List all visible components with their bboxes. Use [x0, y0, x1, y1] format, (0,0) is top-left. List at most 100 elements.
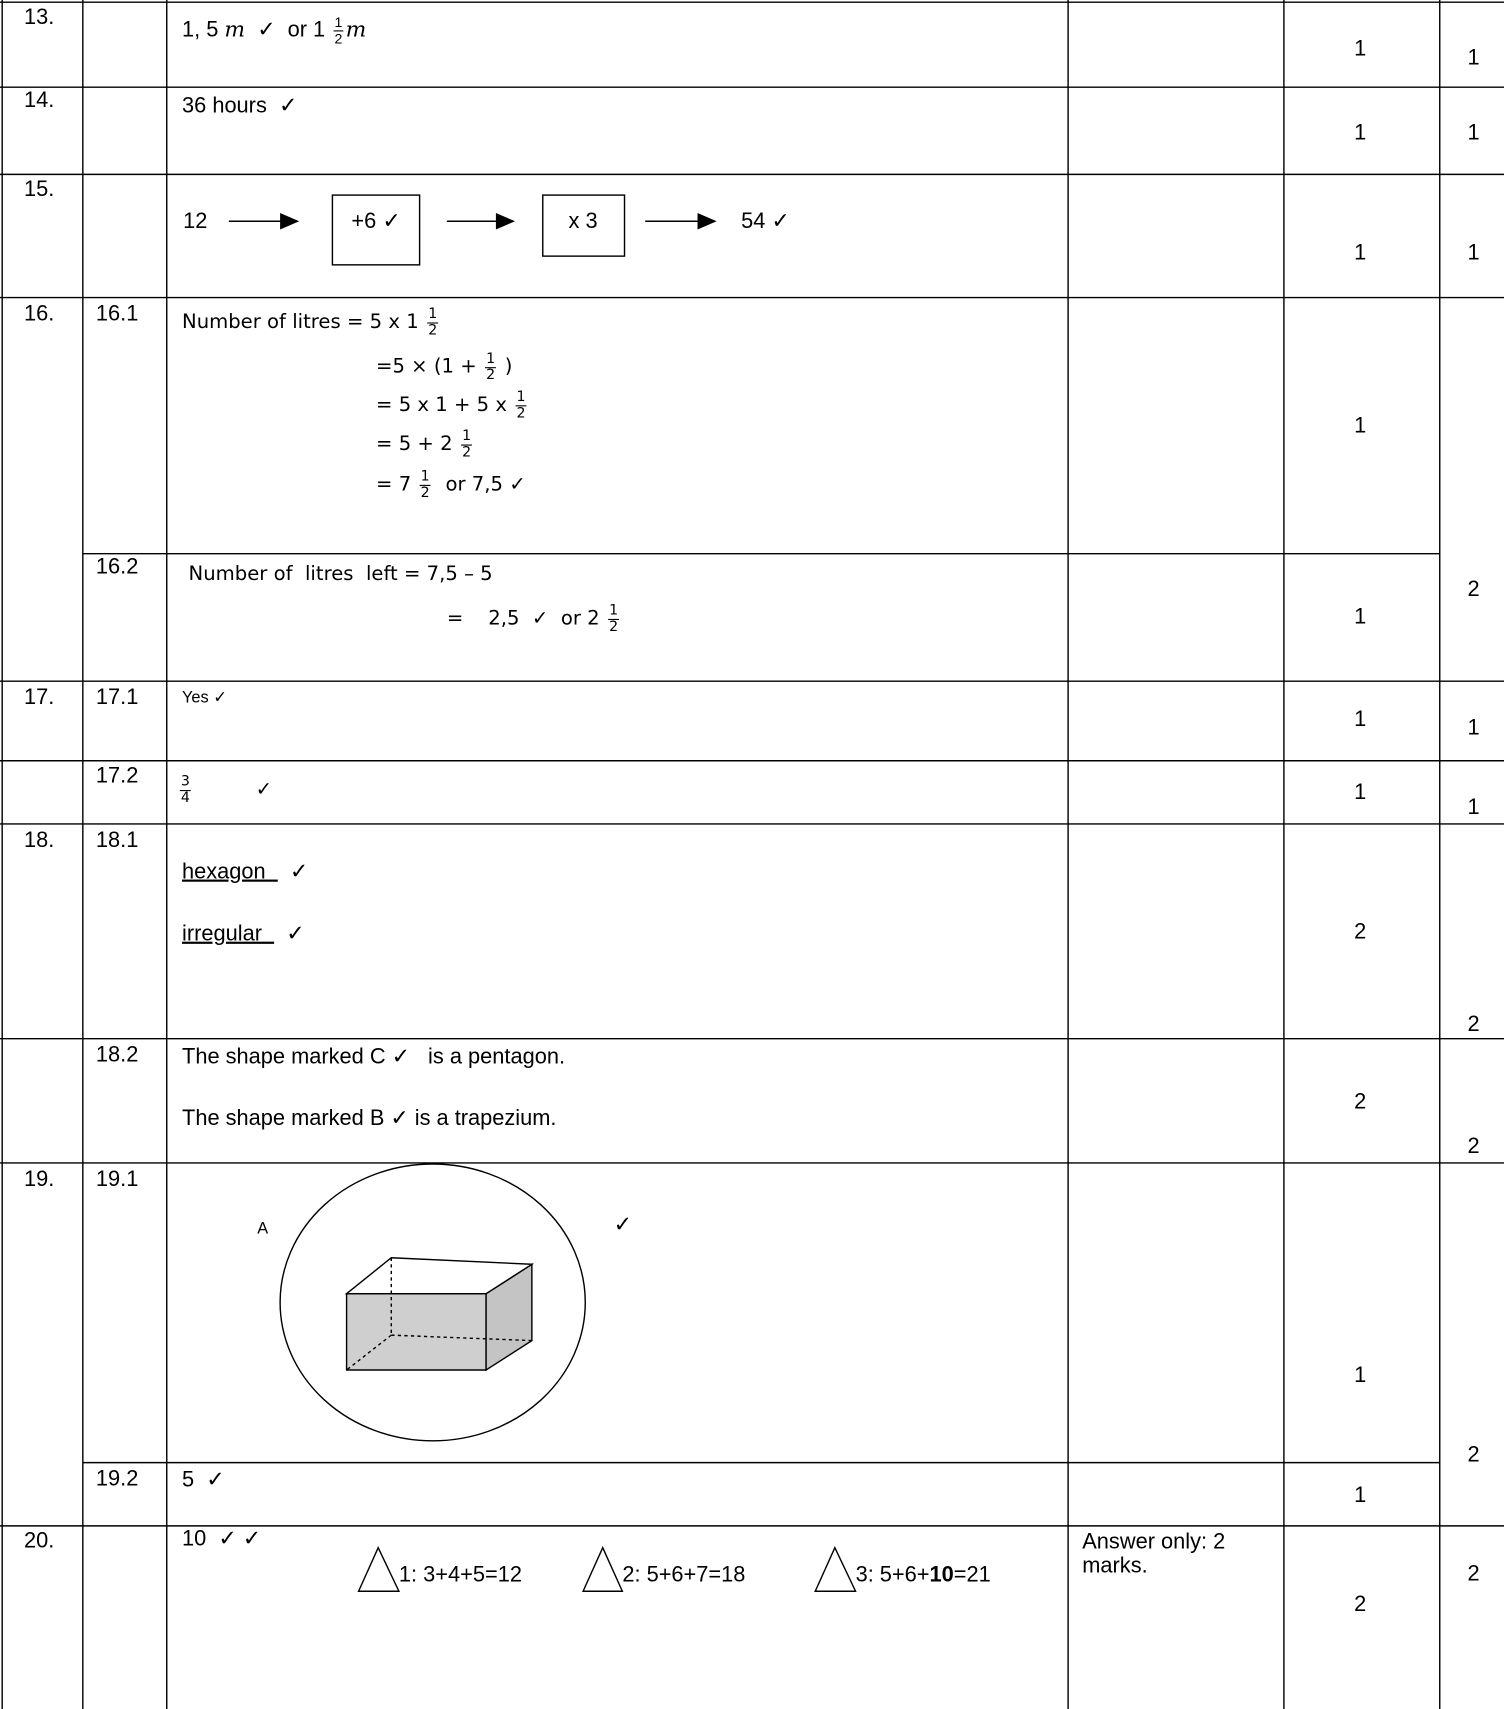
sub-question: 18.1	[95, 828, 139, 853]
question-number: 18.	[23, 828, 55, 853]
mark: 1	[1354, 414, 1367, 439]
numerator: 1	[333, 14, 344, 32]
question-number: 14.	[23, 88, 55, 113]
denominator: 2	[486, 366, 496, 384]
text-run: The shape marked B ✓ is a trapezium.	[182, 1106, 557, 1131]
total: 2	[1467, 1443, 1480, 1468]
denominator: 2	[334, 29, 343, 47]
mark: 1	[1354, 604, 1367, 629]
sub-question: 18.2	[95, 1043, 139, 1068]
triangle-equation: 2: 5+6+7=18	[622, 1563, 745, 1587]
mark: 1	[1354, 37, 1367, 62]
figure-label: A	[257, 1219, 269, 1238]
total: 2	[1467, 1561, 1480, 1586]
total: 2	[1467, 1134, 1480, 1159]
numerator: 1	[515, 388, 527, 406]
notes: Answer only: 2 marks.	[1082, 1530, 1226, 1579]
total: 1	[1467, 795, 1480, 820]
text-run: 1, 5	[182, 17, 225, 42]
text-run: 2: 5+6+7=18	[622, 1562, 746, 1587]
underlined-text: irregular	[182, 922, 275, 947]
mark: 2	[1354, 919, 1367, 944]
mark: 2	[1354, 1592, 1367, 1617]
numerator: 3	[179, 773, 192, 791]
denominator: 2	[428, 322, 438, 339]
underlined-text: hexagon	[182, 859, 278, 884]
flow-item: +6 ✓	[351, 209, 401, 234]
text-run: Number of litres = 5 x 1	[182, 310, 425, 334]
question-number: 17.	[23, 685, 55, 710]
flow-diagram	[228, 194, 717, 266]
question-number: 13.	[23, 5, 55, 30]
answer-line: Yes ✓	[182, 688, 227, 708]
italic-text: m	[224, 15, 246, 42]
sub-question: 16.2	[95, 554, 139, 579]
question-number: 15.	[23, 177, 55, 202]
triangle-equation: 3: 5+6+10=21	[856, 1563, 991, 1587]
text-run: Yes ✓	[182, 688, 227, 708]
triangles	[357, 1545, 857, 1592]
numerator: 1	[485, 350, 497, 368]
italic-text: m	[345, 15, 367, 42]
bold-text: 10	[929, 1562, 954, 1587]
mark: 2	[1354, 1089, 1367, 1114]
sub-question: 17.1	[95, 685, 139, 710]
text-run: =21	[953, 1562, 991, 1587]
text-run: or 7,5 ✓	[432, 473, 526, 496]
question-number: 20.	[23, 1529, 55, 1554]
answer-line: irregular ✓	[182, 922, 304, 946]
text-run: =5 × (1 +	[376, 355, 483, 379]
mark: 1	[1354, 707, 1367, 732]
sub-question: 17.2	[95, 764, 139, 788]
text-run: 10 ✓ ✓	[182, 1526, 261, 1551]
denominator: 2	[420, 484, 430, 501]
flow-item: 12	[183, 209, 208, 234]
sub-question: 19.2	[95, 1467, 139, 1491]
text-run: ✓	[274, 922, 305, 947]
triangle-equation: 1: 3+4+5=12	[399, 1563, 522, 1587]
question-number: 16.	[23, 301, 55, 326]
text-run: = 5 + 2	[376, 432, 459, 456]
answer-line: The shape marked C ✓ is a pentagon.	[182, 1045, 565, 1069]
numerator: 1	[419, 468, 431, 486]
question-number: 19.	[23, 1167, 55, 1192]
text-run: ✓	[277, 859, 309, 884]
text-run: )	[498, 355, 513, 379]
text-run: 1: 3+4+5=12	[398, 1562, 522, 1587]
total: 2	[1467, 1012, 1480, 1037]
answer-line: The shape marked B ✓ is a trapezium.	[182, 1106, 556, 1130]
mark: 1	[1354, 120, 1367, 145]
answer-line: 5 ✓	[182, 1468, 225, 1492]
numerator: 1	[427, 306, 439, 324]
mark: 1	[1354, 1483, 1367, 1508]
numerator: 1	[608, 602, 620, 620]
answer-line: 36 hours ✓	[182, 94, 297, 118]
denominator: 2	[516, 404, 526, 422]
total: 2	[1467, 577, 1480, 602]
cube-figure	[279, 1163, 586, 1442]
flow-item: x 3	[568, 209, 598, 234]
answer-line: Number of litres left = 7,5 – 5	[189, 563, 493, 586]
text-run: ✓	[193, 778, 273, 802]
text-run: 36 hours ✓	[182, 93, 298, 118]
total: 1	[1467, 716, 1480, 741]
flow-item: 54 ✓	[741, 209, 790, 234]
